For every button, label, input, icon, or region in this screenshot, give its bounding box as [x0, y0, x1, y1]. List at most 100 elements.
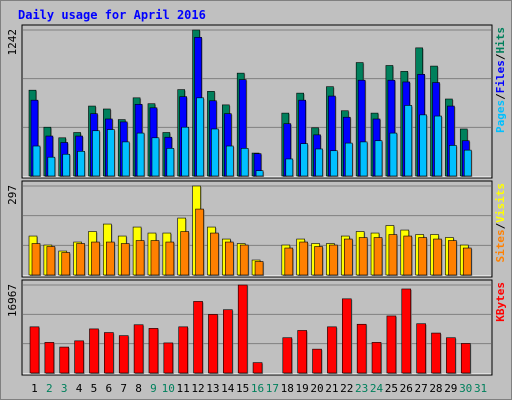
- day-7-bars: [117, 235, 131, 276]
- pages-bar: [419, 114, 428, 177]
- day-11-bars: [177, 89, 190, 177]
- day-28-bars: [430, 65, 443, 177]
- pages-bar: [240, 148, 250, 177]
- day-label: 22: [340, 382, 353, 395]
- sites-bar-fill: [120, 243, 130, 276]
- sites-bar-fill: [91, 241, 100, 276]
- kbytes-bar-fill: [223, 309, 233, 374]
- pages-bar: [374, 140, 384, 177]
- plot-area: [21, 279, 493, 376]
- day-label: 9: [150, 382, 157, 395]
- pages-bar-fill: [77, 151, 85, 177]
- legend-kbytes: KBytes: [494, 282, 507, 322]
- day-label: 10: [162, 382, 175, 395]
- pages-bar: [121, 141, 131, 177]
- kbytes-bar: [446, 337, 457, 374]
- chart-panels: 1242Pages/Files/Hits297Sites/Visits16967…: [6, 24, 507, 376]
- kbytes-bar-fill: [163, 342, 174, 374]
- kbytes-bar-fill: [193, 301, 203, 374]
- pages-bar-fill: [211, 128, 219, 177]
- kbytes-bar: [133, 324, 145, 374]
- pages-bar: [92, 130, 101, 177]
- side-legend: Sites/Visits: [494, 183, 507, 263]
- day-26-bars: [401, 288, 412, 374]
- sites-bar-fill: [180, 231, 190, 276]
- day-29-bars: [446, 337, 457, 374]
- day-25-bars: [385, 65, 398, 177]
- sites-bar-fill: [239, 244, 249, 276]
- day-label: 27: [414, 382, 427, 395]
- pages-bar-fill: [32, 145, 41, 177]
- day-22-bars: [340, 235, 354, 276]
- day-label: 6: [105, 382, 112, 395]
- sites-bar-fill: [165, 241, 175, 276]
- sites-bar-fill: [403, 235, 413, 276]
- pages-bar-fill: [166, 148, 175, 177]
- day-label: 19: [295, 382, 308, 395]
- sites-bar-fill: [358, 237, 368, 276]
- sites-bar-fill: [31, 243, 41, 276]
- day-22-bars: [341, 298, 353, 374]
- sites-bar-fill: [76, 243, 85, 276]
- day-label: 30: [459, 382, 472, 395]
- kbytes-bar: [118, 335, 130, 374]
- kbytes-bar-fill: [133, 324, 144, 374]
- sites-bar-fill: [418, 237, 427, 276]
- day-label: 5: [91, 382, 98, 395]
- kbytes-bar: [312, 348, 323, 374]
- day-2-bars: [43, 126, 56, 177]
- pages-bar-fill: [226, 145, 234, 177]
- day-26-bars: [400, 229, 413, 276]
- sites-bar: [46, 246, 56, 276]
- side-legend: KBytes: [494, 282, 507, 322]
- sites-bar-fill: [150, 240, 160, 276]
- sites-bar: [180, 231, 190, 276]
- kbytes-bar-fill: [341, 298, 352, 374]
- pages-bar-fill: [404, 105, 413, 177]
- legend-separator: /: [494, 222, 507, 229]
- kbytes-bar-fill: [29, 326, 40, 374]
- sites-bar: [225, 241, 235, 276]
- sites-bar: [254, 261, 265, 276]
- day-label: 11: [177, 382, 190, 395]
- sites-bar: [120, 243, 131, 276]
- day-8-bars: [132, 97, 146, 177]
- kbytes-bar: [44, 342, 55, 374]
- day-27-bars: [416, 323, 427, 374]
- sites-bar-fill: [448, 240, 457, 276]
- day-11-bars: [178, 326, 189, 374]
- day-19-bars: [296, 92, 309, 177]
- day-28-bars: [431, 332, 442, 374]
- day-3-bars: [59, 346, 70, 374]
- kbytes-bar-fill: [74, 340, 84, 374]
- kbytes-bar-fill: [208, 314, 218, 374]
- sites-bar-fill: [106, 241, 115, 276]
- day-label: 31: [474, 382, 487, 395]
- day-label: 24: [370, 382, 384, 395]
- day-5-bars: [88, 105, 101, 177]
- kbytes-bar-fill: [312, 348, 322, 374]
- panel-kbytes: 16967 KBytes: [6, 279, 507, 376]
- pages-bar-fill: [344, 142, 353, 177]
- pages-bar: [359, 141, 369, 177]
- pages-bar: [196, 97, 205, 177]
- legend-separator: /: [494, 93, 507, 100]
- pages-bar: [315, 148, 324, 177]
- kbytes-bar-fill: [371, 342, 382, 374]
- pages-bar: [211, 128, 220, 177]
- kbytes-bar: [341, 298, 353, 374]
- pages-bar-fill: [285, 158, 294, 177]
- kbytes-bar-fill: [89, 328, 99, 374]
- day-16-bars: [251, 152, 265, 177]
- day-29-bars: [445, 98, 458, 177]
- kbytes-bar: [401, 288, 412, 374]
- sites-bar: [433, 238, 443, 276]
- sites-bar: [299, 241, 309, 276]
- kbytes-bar: [356, 323, 368, 374]
- kbytes-bar: [252, 362, 264, 374]
- pages-bar-fill: [196, 97, 204, 177]
- day-13-bars: [208, 314, 219, 374]
- day-20-bars: [311, 127, 324, 177]
- bars: [28, 29, 473, 178]
- kbytes-bar-fill: [178, 326, 189, 374]
